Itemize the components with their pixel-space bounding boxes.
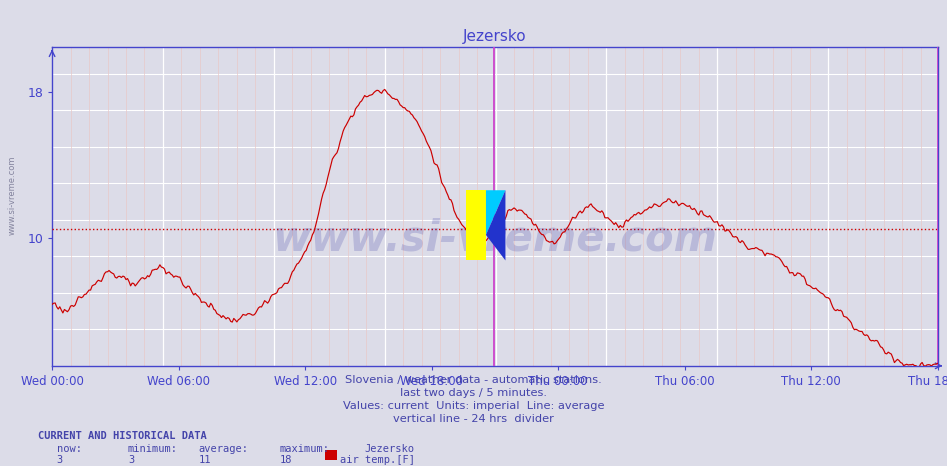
Text: 18: 18 bbox=[279, 455, 292, 465]
Bar bbox=[467, 190, 486, 260]
Text: last two days / 5 minutes.: last two days / 5 minutes. bbox=[400, 388, 547, 398]
Polygon shape bbox=[486, 190, 506, 235]
Text: Slovenia / weather data - automatic stations.: Slovenia / weather data - automatic stat… bbox=[345, 375, 602, 385]
Text: Values: current  Units: imperial  Line: average: Values: current Units: imperial Line: av… bbox=[343, 401, 604, 411]
Text: 11: 11 bbox=[199, 455, 211, 465]
Text: www.si-vreme.com: www.si-vreme.com bbox=[273, 217, 717, 259]
Text: average:: average: bbox=[199, 444, 249, 454]
Text: www.si-vreme.com: www.si-vreme.com bbox=[8, 156, 17, 235]
Text: CURRENT AND HISTORICAL DATA: CURRENT AND HISTORICAL DATA bbox=[38, 431, 206, 441]
Text: Jezersko: Jezersko bbox=[365, 444, 415, 454]
Text: 3: 3 bbox=[128, 455, 134, 465]
Text: minimum:: minimum: bbox=[128, 444, 178, 454]
Text: 3: 3 bbox=[57, 455, 63, 465]
Text: vertical line - 24 hrs  divider: vertical line - 24 hrs divider bbox=[393, 414, 554, 424]
Text: air temp.[F]: air temp.[F] bbox=[340, 455, 415, 465]
Polygon shape bbox=[486, 190, 506, 260]
Text: maximum:: maximum: bbox=[279, 444, 330, 454]
Text: now:: now: bbox=[57, 444, 81, 454]
Title: Jezersko: Jezersko bbox=[463, 29, 527, 44]
